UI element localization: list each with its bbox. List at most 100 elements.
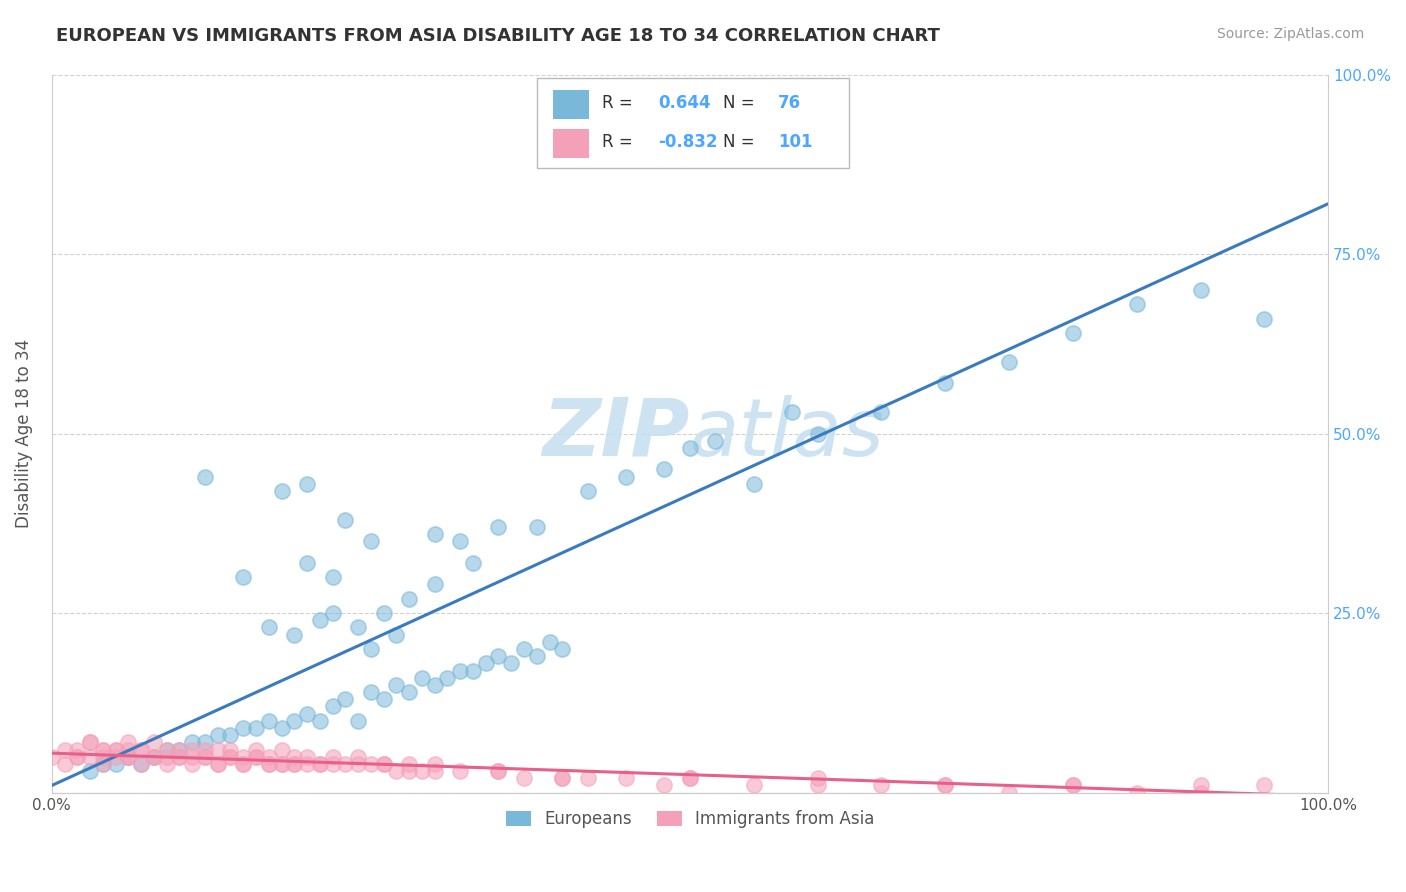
Point [373, 756, 395, 771]
Point [181, 756, 204, 771]
Point [194, 749, 217, 764]
Point [806, 772, 828, 786]
Point [117, 749, 139, 764]
Point [654, 462, 676, 476]
Point [449, 534, 471, 549]
Point [129, 756, 152, 771]
Point [156, 742, 179, 756]
Point [449, 764, 471, 778]
Point [373, 692, 395, 706]
Point [513, 642, 536, 657]
Point [347, 756, 370, 771]
Point [295, 556, 318, 570]
Point [335, 513, 357, 527]
Point [270, 483, 292, 498]
Point [245, 749, 267, 764]
Point [117, 742, 139, 756]
Point [679, 772, 702, 786]
Point [870, 405, 893, 419]
Point [576, 772, 599, 786]
Point [308, 756, 330, 771]
Point [129, 742, 152, 756]
Point [347, 749, 370, 764]
Point [104, 742, 127, 756]
Point [551, 772, 574, 786]
Point [1062, 779, 1084, 793]
Legend: Europeans, Immigrants from Asia: Europeans, Immigrants from Asia [499, 804, 882, 835]
Point [385, 764, 408, 778]
Point [704, 434, 727, 448]
Point [1125, 297, 1147, 311]
Point [335, 756, 357, 771]
Point [934, 779, 956, 793]
Point [335, 692, 357, 706]
Point [104, 742, 127, 756]
Point [104, 756, 127, 771]
Point [1253, 311, 1275, 326]
Point [423, 764, 446, 778]
Text: R =: R = [602, 95, 638, 112]
Point [79, 735, 101, 749]
Text: R =: R = [602, 133, 638, 151]
Point [207, 756, 229, 771]
Point [169, 749, 191, 764]
Point [295, 706, 318, 721]
Point [232, 570, 254, 584]
Text: 101: 101 [778, 133, 813, 151]
Point [194, 749, 217, 764]
Point [488, 764, 510, 778]
Point [654, 779, 676, 793]
Point [308, 714, 330, 728]
Point [156, 742, 179, 756]
Text: 0.644: 0.644 [658, 95, 710, 112]
Text: EUROPEAN VS IMMIGRANTS FROM ASIA DISABILITY AGE 18 TO 34 CORRELATION CHART: EUROPEAN VS IMMIGRANTS FROM ASIA DISABIL… [56, 27, 941, 45]
Point [181, 749, 204, 764]
Point [538, 635, 561, 649]
Point [551, 772, 574, 786]
Point [295, 756, 318, 771]
Point [181, 735, 204, 749]
Point [614, 469, 637, 483]
Point [576, 483, 599, 498]
Point [142, 749, 165, 764]
Point [360, 685, 382, 699]
Point [295, 476, 318, 491]
Point [488, 649, 510, 664]
Point [679, 772, 702, 786]
FancyBboxPatch shape [537, 78, 849, 168]
Point [91, 756, 114, 771]
Point [66, 742, 89, 756]
Point [219, 742, 242, 756]
Point [219, 728, 242, 742]
Point [360, 534, 382, 549]
Point [322, 749, 344, 764]
Point [322, 570, 344, 584]
Point [270, 721, 292, 735]
Point [270, 756, 292, 771]
Point [91, 742, 114, 756]
Point [806, 779, 828, 793]
Point [780, 405, 803, 419]
Point [411, 764, 433, 778]
Point [1189, 779, 1212, 793]
Text: N =: N = [723, 133, 761, 151]
Point [398, 591, 420, 606]
Point [501, 657, 523, 671]
Point [308, 613, 330, 627]
Point [142, 749, 165, 764]
Point [169, 749, 191, 764]
Point [53, 742, 76, 756]
Point [207, 742, 229, 756]
Point [257, 749, 280, 764]
Point [385, 678, 408, 692]
Point [461, 556, 484, 570]
Point [169, 742, 191, 756]
Point [41, 749, 63, 764]
Point [526, 520, 548, 534]
Point [91, 749, 114, 764]
Point [488, 764, 510, 778]
Point [474, 657, 496, 671]
Point [742, 779, 765, 793]
Point [181, 742, 204, 756]
Point [104, 749, 127, 764]
